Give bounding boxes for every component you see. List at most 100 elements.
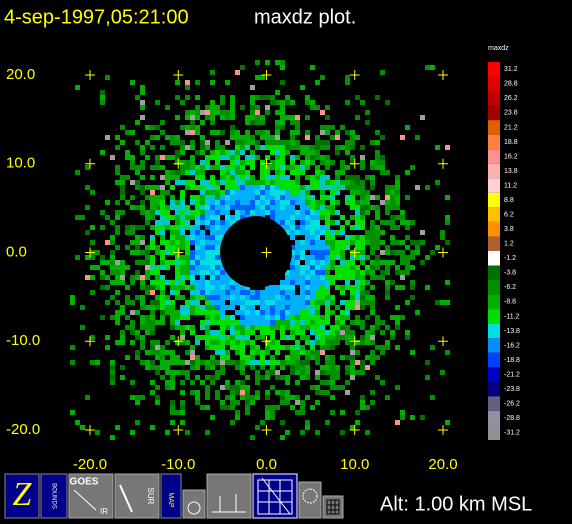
echo-pixel — [285, 195, 290, 200]
skewt-button[interactable] — [206, 473, 252, 519]
echo-pixel — [290, 275, 295, 280]
echo-pixel — [220, 225, 225, 230]
echo-pixel — [180, 270, 185, 275]
echo-pixel — [195, 240, 200, 245]
echo-pixel — [245, 330, 250, 335]
echo-pixel — [320, 195, 325, 200]
echo-pixel — [320, 350, 325, 355]
echo-pixel — [335, 305, 340, 310]
echo-pixel — [280, 165, 285, 170]
echo-pixel — [145, 220, 150, 225]
echo-pixel — [255, 425, 260, 430]
echo-pixel — [320, 295, 325, 300]
echo-pixel — [340, 165, 345, 170]
echo-pixel — [165, 385, 170, 390]
radar-button[interactable] — [298, 481, 322, 519]
echo-pixel — [230, 360, 235, 365]
echo-pixel — [110, 265, 115, 270]
echo-pixel — [135, 355, 140, 360]
echo-pixel — [210, 275, 215, 280]
colorbar-label: 8.8 — [504, 197, 514, 204]
echo-pixel — [250, 85, 255, 90]
xsect-icon — [257, 477, 293, 515]
sur-button[interactable] — [114, 473, 160, 519]
echo-pixel — [300, 295, 305, 300]
echo-pixel — [325, 335, 330, 340]
echo-pixel — [140, 340, 145, 345]
echo-pixel — [195, 165, 200, 170]
echo-pixel — [370, 285, 375, 290]
grid-button[interactable] — [322, 495, 344, 519]
echo-pixel — [300, 280, 305, 285]
echo-pixel — [130, 165, 135, 170]
echo-pixel — [330, 340, 335, 345]
echo-pixel — [250, 180, 255, 185]
echo-pixel — [80, 305, 85, 310]
echo-pixel — [340, 245, 345, 250]
echo-pixel — [240, 215, 245, 220]
echo-pixel — [285, 300, 290, 305]
echo-pixel — [290, 145, 295, 150]
echo-pixel — [90, 335, 95, 340]
echo-pixel — [190, 125, 195, 130]
echo-pixel — [305, 190, 310, 195]
echo-pixel — [215, 295, 220, 300]
echo-pixel — [205, 325, 210, 330]
echo-pixel — [210, 330, 215, 335]
echo-pixel — [330, 410, 335, 415]
echo-pixel — [180, 275, 185, 280]
echo-pixel — [310, 210, 315, 215]
echo-pixel — [185, 245, 190, 250]
echo-pixel — [240, 340, 245, 345]
goes-button[interactable] — [68, 473, 114, 519]
echo-pixel — [345, 390, 350, 395]
echo-pixel — [320, 390, 325, 395]
echo-pixel — [360, 250, 365, 255]
echo-pixel — [310, 325, 315, 330]
echo-pixel — [205, 295, 210, 300]
echo-pixel — [240, 330, 245, 335]
echo-pixel — [300, 150, 305, 155]
z-button[interactable] — [4, 473, 40, 519]
echo-pixel — [305, 165, 310, 170]
echo-pixel — [260, 420, 265, 425]
echo-pixel — [320, 285, 325, 290]
echo-pixel — [415, 135, 420, 140]
echo-pixel — [305, 95, 310, 100]
echo-pixel — [335, 315, 340, 320]
echo-pixel — [275, 340, 280, 345]
echo-pixel — [245, 140, 250, 145]
echo-pixel — [200, 280, 205, 285]
echo-pixel — [175, 265, 180, 270]
echo-pixel — [115, 265, 120, 270]
goes-icon — [73, 489, 97, 511]
echo-pixel — [175, 155, 180, 160]
echo-pixel — [375, 140, 380, 145]
echo-pixel — [305, 395, 310, 400]
radar-echo — [70, 60, 450, 440]
echo-pixel — [235, 175, 240, 180]
echo-pixel — [215, 300, 220, 305]
echo-pixel — [180, 260, 185, 265]
echo-pixel — [100, 270, 105, 275]
echo-pixel — [280, 285, 285, 290]
echo-pixel — [110, 370, 115, 375]
echo-pixel — [200, 140, 205, 145]
echo-pixel — [240, 65, 245, 70]
echo-pixel — [150, 235, 155, 240]
echo-pixel — [130, 325, 135, 330]
echo-pixel — [220, 195, 225, 200]
crosshair — [349, 70, 360, 80]
echo-pixel — [260, 195, 265, 200]
xsect-button[interactable] — [252, 473, 298, 519]
echo-pixel — [95, 430, 100, 435]
echo-pixel — [265, 210, 270, 215]
y-tick-label: 10.0 — [6, 155, 35, 172]
echo-pixel — [185, 170, 190, 175]
bounds-button[interactable] — [40, 473, 68, 519]
echo-pixel — [255, 310, 260, 315]
echo-pixel — [285, 140, 290, 145]
echo-pixel — [140, 295, 145, 300]
echo-pixel — [160, 255, 165, 260]
map-button[interactable] — [160, 473, 182, 519]
